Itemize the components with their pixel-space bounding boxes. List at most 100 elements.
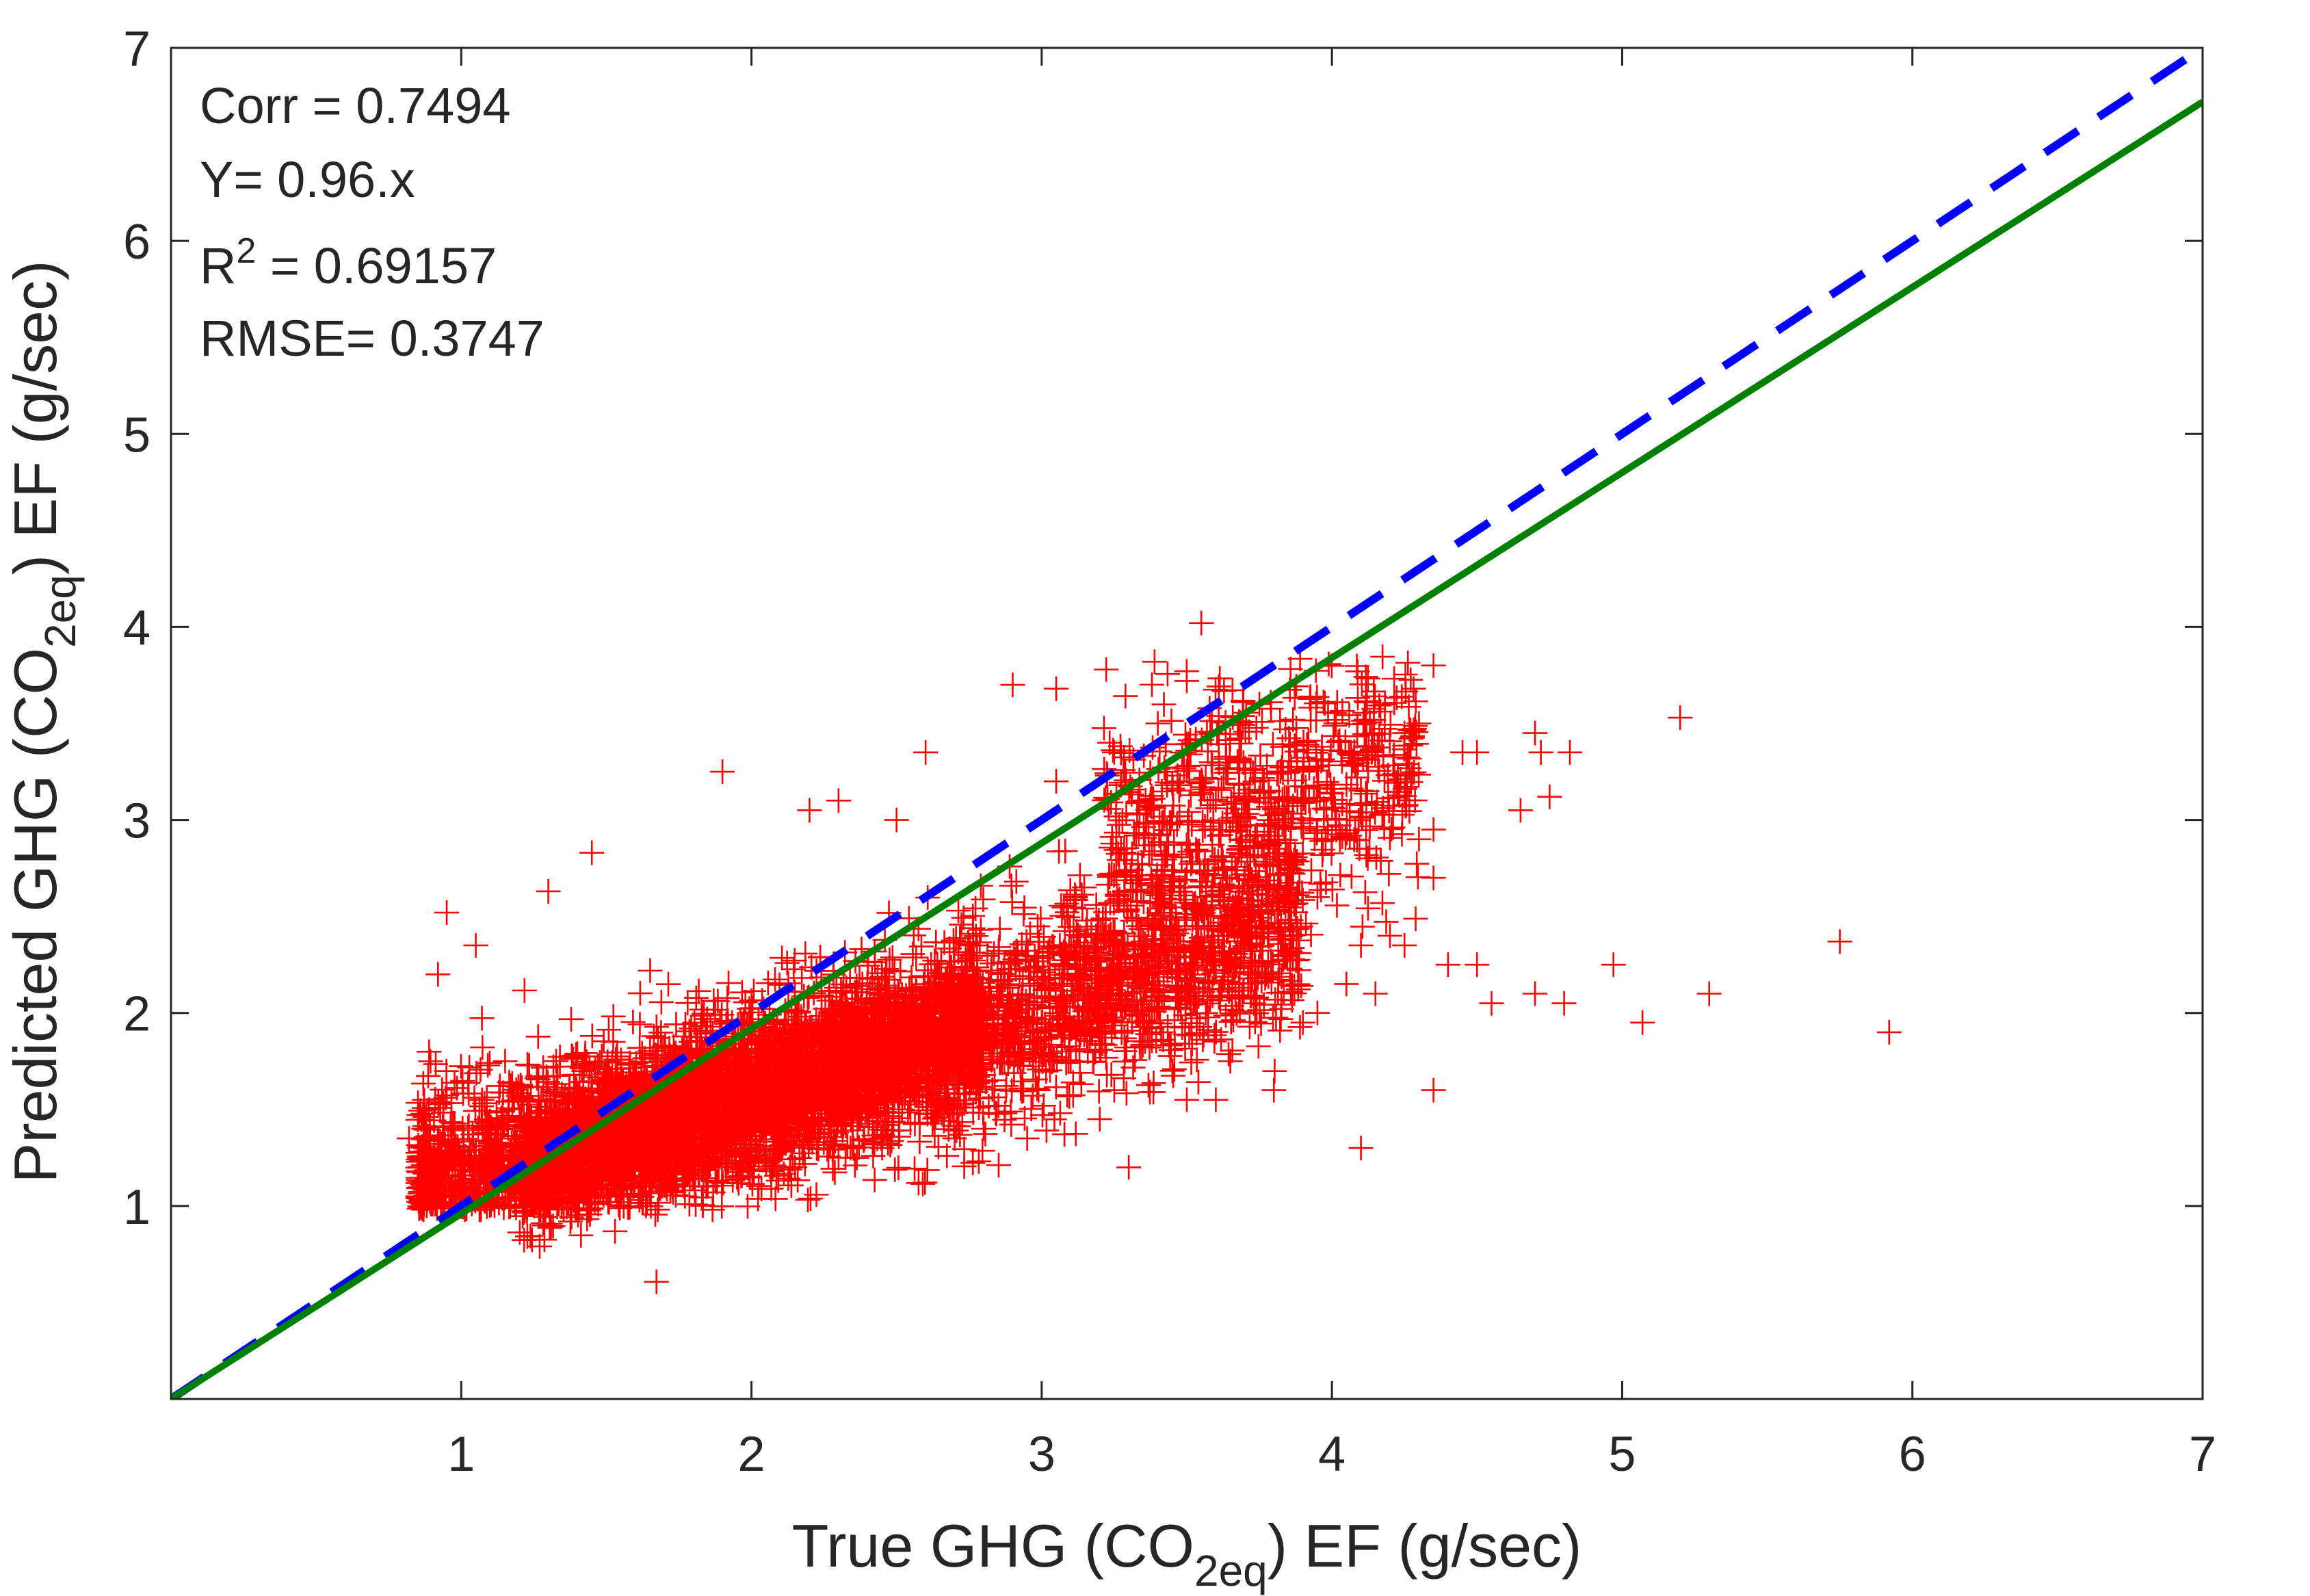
data-point bbox=[425, 962, 451, 987]
data-point bbox=[620, 1010, 646, 1035]
data-point bbox=[1017, 921, 1042, 947]
data-point bbox=[1013, 948, 1038, 973]
data-point bbox=[915, 1157, 940, 1183]
data-point bbox=[1244, 926, 1270, 952]
data-point bbox=[638, 958, 663, 983]
data-point bbox=[1089, 1016, 1114, 1041]
data-point bbox=[1010, 966, 1036, 991]
data-point bbox=[1030, 1102, 1055, 1127]
data-point bbox=[776, 1166, 801, 1191]
data-point bbox=[418, 1049, 443, 1074]
data-point bbox=[1003, 869, 1029, 894]
data-point bbox=[1193, 1000, 1218, 1025]
data-point bbox=[1348, 932, 1374, 958]
data-point bbox=[1249, 969, 1274, 994]
data-point bbox=[1092, 1021, 1117, 1046]
data-point bbox=[413, 1117, 438, 1142]
data-point bbox=[1054, 900, 1079, 925]
data-point bbox=[1226, 986, 1252, 1011]
data-point bbox=[1246, 905, 1272, 930]
data-point bbox=[525, 1024, 551, 1049]
data-point bbox=[644, 1269, 669, 1294]
data-point bbox=[493, 1049, 518, 1074]
data-point bbox=[453, 1174, 478, 1199]
data-point bbox=[544, 1071, 569, 1097]
data-point bbox=[1232, 925, 1257, 950]
data-point bbox=[1601, 952, 1626, 978]
data-point bbox=[1304, 885, 1330, 910]
data-point bbox=[1114, 1081, 1139, 1106]
data-point bbox=[627, 1035, 653, 1060]
data-point bbox=[1022, 944, 1047, 969]
data-point bbox=[1074, 952, 1099, 978]
data-point bbox=[996, 956, 1021, 982]
data-point bbox=[1212, 856, 1237, 882]
data-point bbox=[1014, 1126, 1040, 1151]
data-point bbox=[497, 1069, 522, 1095]
data-point bbox=[470, 1035, 495, 1060]
data-point bbox=[648, 989, 674, 1015]
data-point bbox=[1218, 1049, 1243, 1074]
data-point bbox=[1163, 986, 1188, 1011]
data-point bbox=[1072, 930, 1097, 955]
data-point bbox=[941, 1113, 967, 1138]
data-point bbox=[450, 1069, 475, 1094]
data-point bbox=[564, 1041, 590, 1067]
data-point bbox=[919, 952, 944, 977]
data-point bbox=[1111, 1066, 1136, 1091]
data-point bbox=[973, 1121, 998, 1147]
data-point bbox=[1045, 1045, 1070, 1071]
data-point bbox=[709, 1002, 735, 1028]
data-point bbox=[1088, 921, 1114, 946]
data-point bbox=[1068, 967, 1093, 993]
data-point bbox=[1050, 942, 1075, 967]
data-point bbox=[1029, 984, 1054, 1009]
data-point bbox=[887, 1118, 912, 1143]
data-point bbox=[468, 1057, 493, 1082]
data-point bbox=[986, 934, 1012, 960]
data-point bbox=[886, 1155, 911, 1180]
data-point bbox=[1189, 610, 1214, 636]
data-point bbox=[1036, 1019, 1062, 1044]
data-point bbox=[1101, 1077, 1127, 1103]
data-point bbox=[1406, 826, 1432, 852]
data-point bbox=[1220, 1001, 1245, 1026]
data-point bbox=[417, 1039, 442, 1064]
data-point bbox=[415, 1063, 441, 1088]
data-point bbox=[1210, 967, 1235, 993]
data-point bbox=[1537, 784, 1562, 809]
data-point bbox=[1174, 1087, 1199, 1112]
data-point bbox=[1099, 1062, 1124, 1088]
data-point bbox=[1072, 999, 1097, 1024]
data-point bbox=[456, 1071, 481, 1096]
data-point bbox=[1120, 973, 1146, 999]
data-point bbox=[1184, 1021, 1209, 1046]
data-point bbox=[477, 1133, 503, 1158]
data-point bbox=[457, 1055, 482, 1080]
data-point bbox=[1157, 1032, 1182, 1058]
data-point bbox=[904, 945, 929, 970]
data-point bbox=[447, 1153, 473, 1178]
data-point bbox=[1181, 955, 1206, 980]
data-point bbox=[1262, 1058, 1287, 1084]
data-point bbox=[549, 1194, 574, 1219]
data-point bbox=[971, 887, 996, 912]
data-point bbox=[445, 1149, 471, 1174]
data-point bbox=[1093, 1045, 1118, 1071]
data-point bbox=[434, 900, 460, 925]
data-point bbox=[1055, 904, 1081, 930]
data-point bbox=[1392, 932, 1417, 958]
data-point bbox=[716, 970, 741, 995]
data-point bbox=[425, 1127, 450, 1153]
data-point bbox=[1044, 769, 1069, 794]
data-point bbox=[999, 873, 1024, 898]
data-point bbox=[1195, 916, 1220, 941]
data-point bbox=[822, 1131, 847, 1157]
data-point bbox=[1421, 653, 1446, 678]
data-point bbox=[1127, 1028, 1153, 1054]
data-point bbox=[1044, 676, 1069, 701]
data-point bbox=[475, 1053, 501, 1078]
data-point bbox=[1031, 1093, 1056, 1118]
data-point bbox=[1057, 1012, 1082, 1038]
data-point bbox=[434, 1058, 459, 1084]
